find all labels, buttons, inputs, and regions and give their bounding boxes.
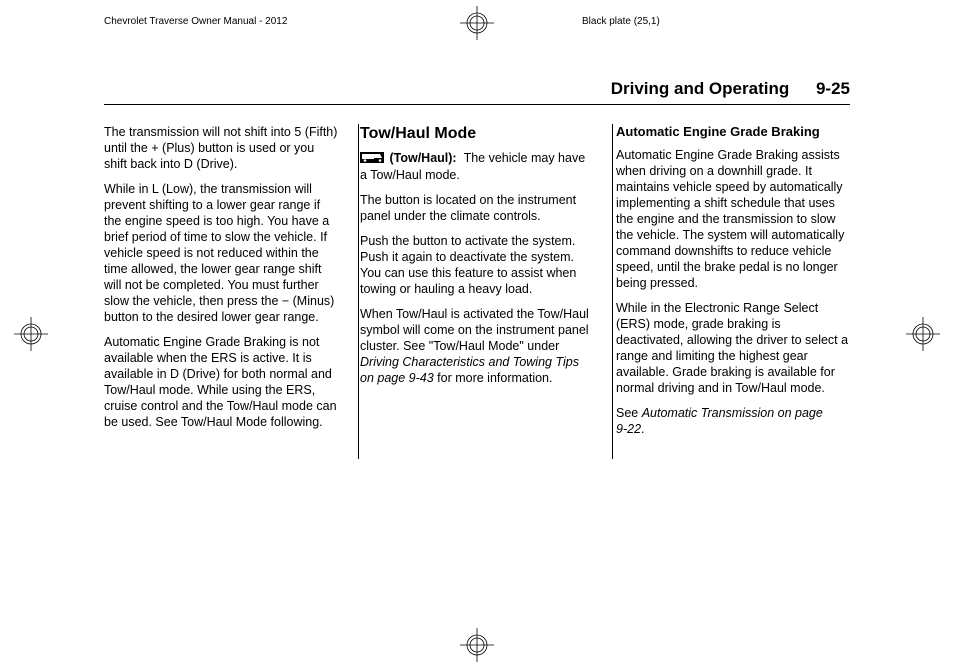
- body-text: The button is located on the instrument …: [360, 192, 594, 224]
- printer-mark-right: [906, 317, 940, 351]
- label-tow-haul: (Tow/Haul):: [389, 151, 456, 165]
- manual-title: Chevrolet Traverse Owner Manual - 2012: [104, 16, 287, 27]
- body-text: (Tow/Haul): The vehicle may have a Tow/H…: [360, 150, 594, 183]
- heading-grade-braking: Automatic Engine Grade Braking: [616, 124, 850, 141]
- tow-haul-icon: [360, 151, 384, 167]
- body-text: While in L (Low), the transmission will …: [104, 181, 338, 325]
- body-text: Push the button to activate the system. …: [360, 233, 594, 297]
- printer-mark-bottom: [460, 628, 494, 662]
- cross-reference: Automatic Transmission on page 9‑22: [616, 406, 823, 436]
- plate-info: Black plate (25,1): [582, 16, 660, 27]
- section-title: Driving and Operating: [611, 79, 790, 98]
- body-text: When Tow/Haul is activated the Tow/Haul …: [360, 306, 594, 386]
- column-2: Tow/Haul Mode (Tow/Haul): The vehicle ma…: [360, 124, 594, 446]
- body-text: See Automatic Transmission on page 9‑22.: [616, 405, 850, 437]
- printer-mark-left: [14, 317, 48, 351]
- section-header: Driving and Operating 9-25: [611, 79, 850, 99]
- page-number: 9-25: [816, 79, 850, 98]
- header-rule: [104, 104, 850, 105]
- body-text: Automatic Engine Grade Braking assists w…: [616, 147, 850, 291]
- body-text: The transmission will not shift into 5 (…: [104, 124, 338, 172]
- body-text: While in the Electronic Range Select (ER…: [616, 300, 850, 396]
- heading-tow-haul: Tow/Haul Mode: [360, 124, 594, 144]
- body-text: Automatic Engine Grade Braking is not av…: [104, 334, 338, 430]
- column-1: The transmission will not shift into 5 (…: [104, 124, 338, 446]
- content-area: The transmission will not shift into 5 (…: [104, 124, 850, 446]
- print-header: Chevrolet Traverse Owner Manual - 2012 B…: [0, 14, 954, 44]
- column-3: Automatic Engine Grade Braking Automatic…: [616, 124, 850, 446]
